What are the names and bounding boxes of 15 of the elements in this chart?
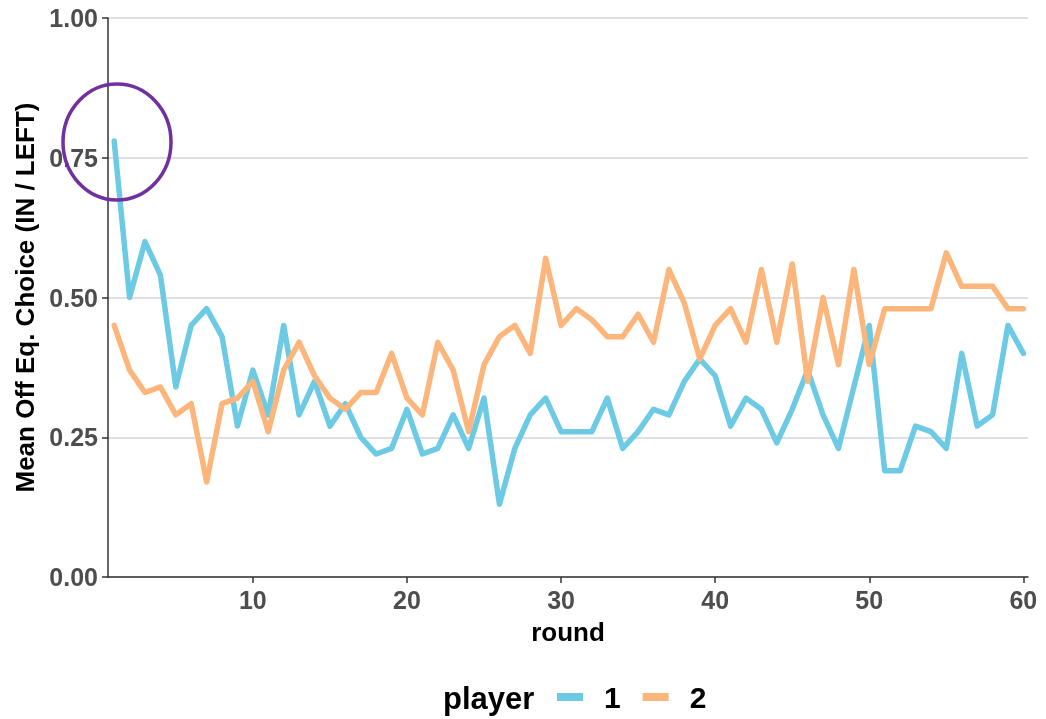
x-tick-label: 30 [547,585,575,614]
x-tick-label: 40 [701,585,730,614]
y-tick-label: 0.00 [49,563,98,591]
legend-label: 1 [604,680,621,714]
x-tick-label: 10 [238,585,267,614]
x-tick-label: 50 [855,585,884,614]
y-tick-label: 1.00 [49,4,98,32]
x-axis-title: round [531,617,605,647]
y-tick-label: 0.25 [49,423,99,452]
y-axis-title: Mean Off Eq. Choice (IN / LEFT) [10,102,41,493]
x-tick-label: 20 [393,585,421,614]
legend-title: player [443,681,535,716]
x-tick-label: 60 [1009,585,1038,614]
legend-label: 2 [689,680,707,714]
y-tick-label: 0.50 [49,283,98,312]
